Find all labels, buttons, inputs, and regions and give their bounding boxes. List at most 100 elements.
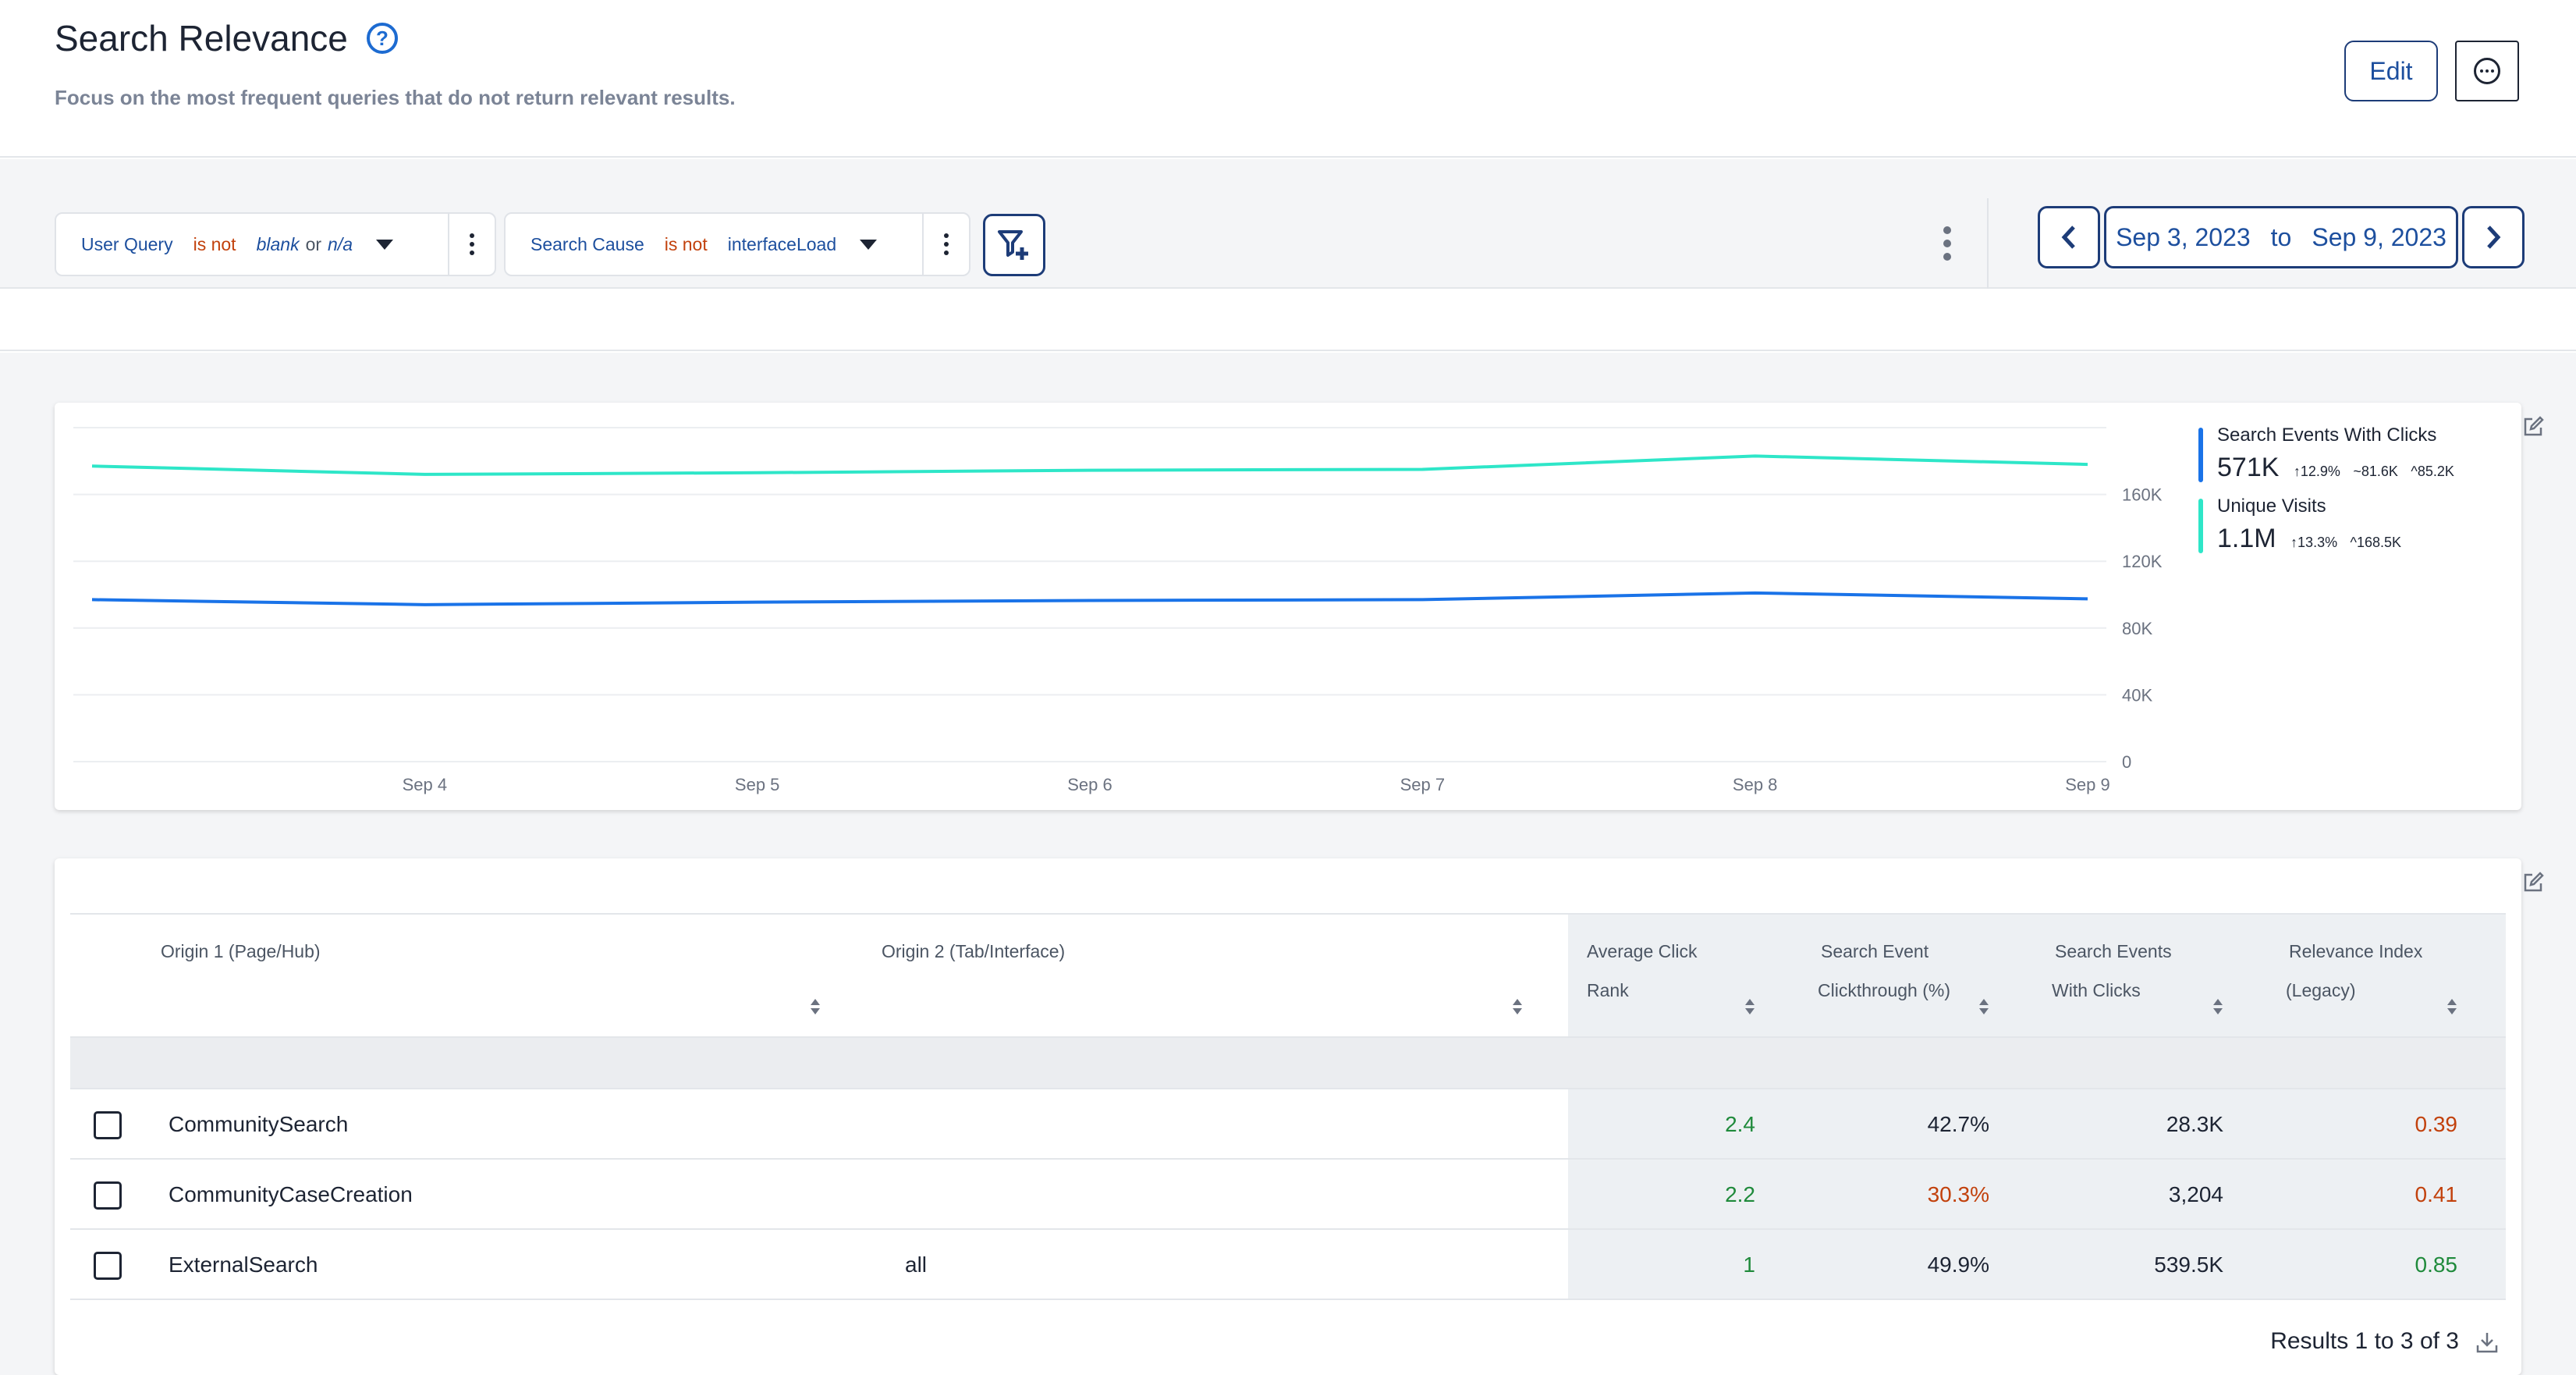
date-range-picker[interactable]: Sep 3, 2023 to Sep 9, 2023 [2104,206,2458,268]
legend-stat: ^168.5K [2350,535,2402,550]
x-tick-label: Sep 6 [1067,775,1112,794]
chevron-down-icon[interactable] [376,239,393,250]
table-row[interactable]: CommunitySearch 2.4 42.7% 28.3K 0.39 [70,1089,2506,1160]
legend-name: Unique Visits [2217,496,2326,517]
cell-origin1: CommunityCaseCreation [169,1182,413,1206]
legend-stat: ~81.6K [2353,464,2398,479]
legend-swatch [2198,499,2203,553]
cell-avg-rank: 1 [1743,1252,1755,1277]
filter-joiner: or [305,233,322,254]
cell-relevance: 0.41 [2415,1182,2458,1206]
sort-icon[interactable] [810,997,821,1016]
table-row[interactable]: ExternalSearch all 1 49.9% 539.5K 0.85 [70,1230,2506,1300]
edit-table-icon[interactable] [2521,871,2545,894]
cell-origin1: ExternalSearch [169,1252,318,1277]
table-card: Origin 1 (Page/Hub) Origin 2 (Tab/Interf… [55,858,2521,1375]
date-next-button[interactable] [2462,206,2525,268]
divider [1987,198,1989,289]
edit-button[interactable]: Edit [2344,41,2438,101]
filter-menu-icon[interactable] [922,214,969,275]
date-from: Sep 3, 2023 [2116,222,2251,251]
filter-value-2: n/a [328,233,353,254]
series-line-search-events-with-clicks [91,591,2088,606]
filter-user-query[interactable]: User Query is not blank or n/a [55,212,496,276]
filter-search-cause[interactable]: Search Cause is not interfaceLoad [504,212,970,276]
sort-icon[interactable] [1512,997,1523,1016]
chevron-down-icon[interactable] [860,239,878,250]
legend-stat: ^85.2K [2411,464,2454,479]
download-icon[interactable] [2475,1330,2500,1355]
sort-icon[interactable] [2446,997,2457,1016]
y-tick-label: 40K [2122,685,2152,705]
legend-item-visits[interactable]: Unique Visits 1.1M ↑13.3% ^168.5K [2198,496,2464,554]
y-tick-label: 0 [2122,752,2131,772]
line-chart: 160K 120K 80K 40K 0 Sep 4 Sep 5 Sep 6 Sep 7 Sep 8… [73,427,2163,794]
filter-menu-icon[interactable] [448,214,495,275]
chevron-left-icon [2061,226,2075,249]
sort-icon[interactable] [1744,997,1755,1016]
cell-ctr: 42.7% [1927,1112,1989,1136]
date-to: Sep 9, 2023 [2312,222,2446,251]
column-header-origin2[interactable]: Origin 2 (Tab/Interface) [882,941,1066,961]
legend-value: 1.1M [2217,524,2276,553]
edit-chart-icon[interactable] [2521,415,2545,439]
x-tick-label: Sep 8 [1733,775,1778,794]
chevron-right-icon [2487,226,2501,249]
page-title: Search Relevance [55,18,348,59]
legend-name: Search Events With Clicks [2217,425,2437,446]
column-header-relevance[interactable]: Relevance Index [2289,941,2423,961]
row-checkbox[interactable] [94,1252,122,1280]
filter-bar: User Query is not blank or n/a Search Ca… [0,159,2576,289]
sort-icon[interactable] [1978,997,1989,1016]
more-options-button[interactable] [2455,41,2519,101]
column-header-ctr[interactable]: Search Event [1821,941,1929,961]
table-row[interactable]: CommunityCaseCreation 2.2 30.3% 3,204 0.… [70,1160,2506,1230]
legend-stat: ↑12.9% [2293,464,2340,479]
page-subtitle: Focus on the most frequent queries that … [55,86,736,109]
filter-add-icon [998,230,1028,260]
column-header-clicks[interactable]: Search Events [2055,941,2172,961]
date-to-label: to [2270,222,2292,251]
toolbar-menu-icon[interactable] [1938,223,1957,264]
help-icon[interactable]: ? [366,23,398,54]
cell-origin2: all [905,1252,928,1277]
y-tick-label: 80K [2122,619,2152,638]
x-tick-label: Sep 9 [2065,775,2110,794]
column-header-avg-rank[interactable]: Average Click [1587,941,1698,961]
add-filter-button[interactable] [983,214,1045,276]
legend-swatch [2198,428,2203,482]
chart-legend: Search Events With Clicks 571K ↑12.9% ~8… [2198,425,2464,567]
legend-value: 571K [2217,453,2280,482]
cell-ctr: 49.9% [1927,1252,1989,1277]
page-header: Search Relevance ? Focus on the most fre… [0,0,2576,158]
chart-card: 160K 120K 80K 40K 0 Sep 4 Sep 5 Sep 6 Sep 7 Sep 8… [55,403,2521,810]
cell-relevance: 0.85 [2415,1252,2458,1277]
filter-field: User Query [81,233,173,254]
cell-origin1: CommunitySearch [169,1112,349,1136]
column-header-origin1[interactable]: Origin 1 (Page/Hub) [161,941,321,961]
row-checkbox[interactable] [94,1181,122,1210]
cell-relevance: 0.39 [2415,1112,2458,1136]
legend-item-clicks[interactable]: Search Events With Clicks 571K ↑12.9% ~8… [2198,425,2464,483]
filter-value: blank [256,233,300,254]
cell-avg-rank: 2.2 [1725,1182,1755,1206]
column-header-clicks-line2: With Clicks [2052,980,2141,1000]
results-table: Origin 1 (Page/Hub) Origin 2 (Tab/Interf… [70,913,2506,1300]
sort-icon[interactable] [2212,997,2223,1016]
filter-operator: is not [664,233,708,254]
x-tick-label: Sep 4 [403,775,448,794]
y-tick-label: 160K [2122,485,2163,505]
results-count: Results 1 to 3 of 3 [2270,1328,2459,1354]
x-tick-label: Sep 7 [1400,775,1446,794]
series-line-unique-visits [91,454,2088,476]
cell-clicks: 28.3K [2166,1112,2223,1136]
filter-value: interfaceLoad [727,233,837,254]
filter-field: Search Cause [530,233,644,254]
cell-clicks: 3,204 [2168,1182,2223,1206]
y-tick-label: 120K [2122,552,2163,571]
date-prev-button[interactable] [2038,206,2100,268]
row-checkbox[interactable] [94,1111,122,1139]
more-options-icon [2474,58,2500,84]
title-row: Search Relevance ? [55,17,398,59]
column-header-avg-rank-line2: Rank [1587,980,1629,1000]
